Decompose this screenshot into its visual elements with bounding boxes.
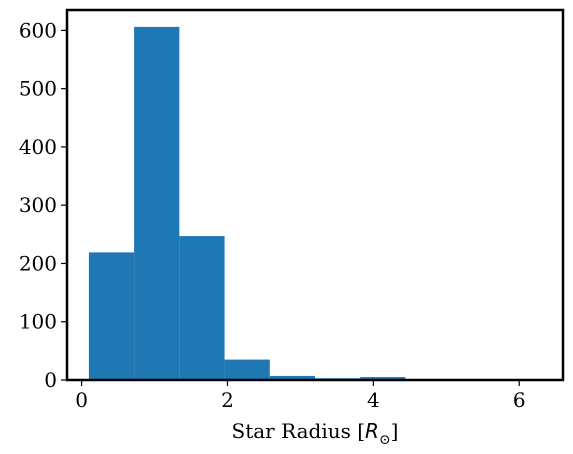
y-tick-label: 400 bbox=[19, 135, 57, 159]
x-axis-label-subscript: ⊙ bbox=[379, 432, 391, 448]
plot-frame bbox=[65, 8, 565, 382]
y-tick-label: 600 bbox=[19, 18, 57, 42]
y-tick-label: 300 bbox=[19, 193, 57, 217]
ticks-group: 0 2 4 6 0 100 200 300 400 500 600 bbox=[19, 18, 526, 412]
x-axis-label-text: Star Radius [ bbox=[232, 419, 366, 443]
x-axis-label-symbol: R bbox=[365, 419, 379, 443]
bars-group bbox=[88, 26, 542, 380]
histogram-bar bbox=[134, 26, 180, 380]
y-tick-label: 200 bbox=[19, 251, 57, 275]
y-tick-label: 0 bbox=[44, 368, 57, 392]
x-tick-label: 6 bbox=[513, 388, 526, 412]
histogram-bar bbox=[88, 252, 135, 380]
y-tick-label: 100 bbox=[19, 310, 57, 334]
histogram-bar bbox=[269, 375, 315, 380]
x-tick-label: 4 bbox=[367, 388, 380, 412]
histogram-bar bbox=[224, 359, 270, 380]
x-axis-label: Star Radius [R⊙] bbox=[232, 419, 399, 448]
y-tick-label: 500 bbox=[19, 77, 57, 101]
x-axis-label-close: ] bbox=[391, 419, 399, 443]
histogram-bar bbox=[360, 377, 406, 380]
x-tick-label: 0 bbox=[75, 388, 88, 412]
x-tick-label: 2 bbox=[221, 388, 234, 412]
histogram-bar bbox=[179, 236, 225, 380]
